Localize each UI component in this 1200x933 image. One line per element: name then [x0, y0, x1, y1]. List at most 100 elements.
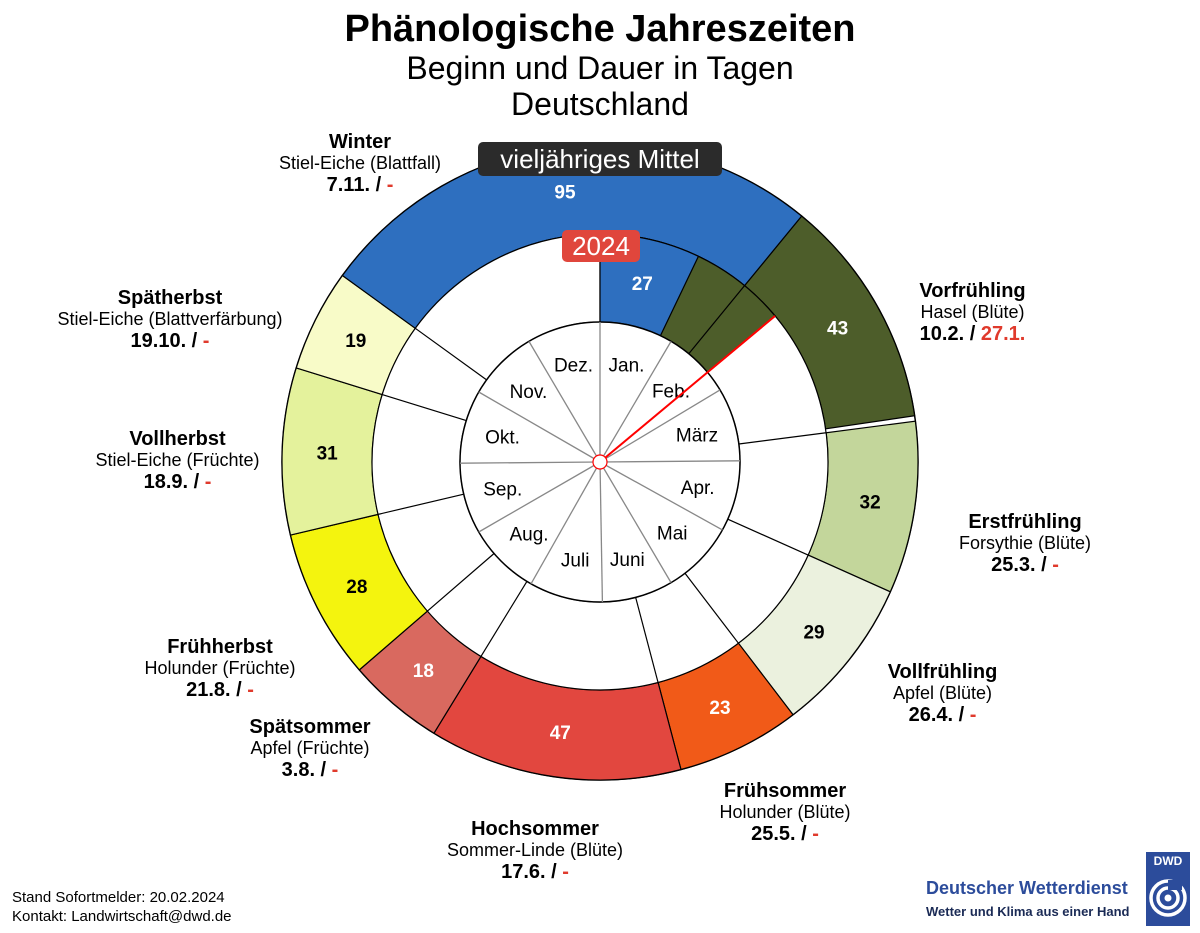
month-label: Jan. [609, 356, 645, 377]
month-label: Sep. [483, 480, 522, 501]
season-name: Erstfrühling [968, 511, 1082, 533]
month-label: Nov. [510, 382, 548, 403]
current-start: - [812, 823, 819, 845]
current-start: - [331, 759, 339, 781]
season-boundary-line [427, 553, 495, 612]
footer-stand: Stand Sofortmelder: 20.02.2024 [12, 889, 225, 906]
mean-start: 3.8. [281, 759, 315, 781]
label-spaetsommer: Spätsommer Apfel (Früchte) 3.8. / - [220, 716, 400, 782]
month-label: Aug. [509, 525, 548, 546]
season-dates: 7.11. / - [326, 174, 394, 196]
season-name: Winter [328, 131, 392, 153]
mean-duration-label: 29 [803, 622, 824, 643]
season-boundary-line [382, 393, 467, 422]
logo-name: Deutscher Wetterdienst [926, 878, 1128, 898]
month-divider [599, 461, 723, 531]
current-start: - [386, 174, 394, 196]
year-ring-badge: 2024 [562, 230, 640, 262]
season-name: Frühherbst [167, 636, 273, 658]
season-boundary-line [738, 432, 827, 445]
mean-start: 7.11. [326, 174, 371, 196]
month-divider [599, 389, 721, 463]
season-plant: Holunder (Blüte) [719, 802, 851, 822]
mean-duration-label: 31 [317, 444, 339, 465]
season-plant: Stiel-Eiche (Blattverfärbung) [57, 309, 283, 329]
mean-duration-label: 47 [550, 723, 571, 744]
month-divider [599, 461, 672, 583]
season-name: Hochsommer [471, 818, 599, 840]
current-start: - [562, 861, 569, 883]
season-dates: 10.2. / 27.1. [919, 323, 1026, 345]
season-dates: 25.3. / - [991, 554, 1059, 576]
mean-duration-label: 19 [345, 331, 366, 352]
season-dates: 3.8. / - [281, 759, 339, 781]
label-hochsommer: Hochsommer Sommer-Linde (Blüte) 17.6. / … [420, 818, 650, 884]
footer: Stand Sofortmelder: 20.02.2024 Kontakt: … [12, 888, 232, 926]
season-boundary-line [414, 327, 487, 381]
logo-abbr: DWD [1153, 854, 1183, 868]
season-plant: Forsythie (Blüte) [958, 533, 1092, 553]
mean-ring-badge: vieljähriges Mittel [478, 142, 722, 176]
season-dates: 25.5. / - [751, 823, 819, 845]
season-boundary-line [635, 597, 659, 683]
season-plant: Apfel (Blüte) [892, 683, 993, 703]
season-plant: Holunder (Früchte) [144, 658, 296, 678]
current-start: - [247, 679, 254, 701]
season-name: Vollfrühling [887, 661, 998, 683]
chart-region: Deutschland [511, 86, 689, 122]
season-boundary-line [727, 518, 809, 556]
season-name: Spätherbst [117, 287, 223, 309]
mean-start: 21.8. [186, 679, 231, 701]
mean-duration-label: 32 [860, 493, 881, 514]
label-vorfruehling: Vorfrühling Hasel (Blüte) 10.2. / 27.1. [880, 280, 1065, 346]
label-fruehsommer: Frühsommer Holunder (Blüte) 25.5. / - [685, 780, 885, 846]
mean-duration-label: 23 [709, 698, 730, 719]
season-name: Vollherbst [129, 428, 226, 450]
month-divider [478, 461, 601, 533]
month-divider [459, 461, 601, 464]
mean-duration-label: 43 [827, 319, 848, 340]
month-divider [599, 341, 672, 463]
current-start: 27.1. [980, 323, 1026, 345]
current-start: - [969, 704, 977, 726]
current-start: - [1052, 554, 1059, 576]
season-boundary-line [684, 572, 739, 644]
label-fruehherbst: Frühherbst Holunder (Früchte) 21.8. / - [115, 636, 325, 702]
season-dates: 21.8. / - [186, 679, 254, 701]
month-divider [528, 341, 601, 463]
month-label: Feb. [652, 381, 690, 402]
season-boundary-line [688, 285, 746, 355]
month-label: Mai [657, 523, 688, 544]
season-name: Vorfrühling [919, 280, 1026, 302]
season-name: Frühsommer [723, 780, 847, 802]
label-vollherbst: Vollherbst Stiel-Eiche (Früchte) 18.9. /… [70, 428, 285, 494]
current-start: - [202, 330, 210, 352]
mean-duration-label: 95 [554, 182, 576, 203]
mean-duration-label: 28 [346, 577, 367, 598]
season-plant: Stiel-Eiche (Früchte) [95, 450, 260, 470]
swirl-icon [1149, 879, 1187, 917]
current-start: - [204, 471, 212, 493]
mean-start: 10.2. [919, 323, 965, 345]
month-label: Juni [610, 550, 645, 571]
label-winter: Winter Stiel-Eiche (Blattfall) 7.11. / - [255, 131, 465, 197]
logo-mark: DWD [1146, 852, 1190, 926]
footer-contact: Kontakt: Landwirtschaft@dwd.de [12, 908, 232, 925]
season-plant: Hasel (Blüte) [920, 302, 1025, 322]
month-label: Apr. [681, 478, 715, 499]
mean-duration-label: 18 [413, 661, 434, 682]
month-label: Juli [561, 551, 590, 572]
mean-start: 25.3. [991, 554, 1036, 576]
chart-subtitle: Beginn und Dauer in Tagen [406, 50, 794, 86]
mean-start: 19.10. [130, 330, 187, 352]
season-plant: Sommer-Linde (Blüte) [446, 840, 624, 860]
month-divider [530, 461, 601, 585]
season-boundary-line [480, 581, 528, 657]
dwd-logo: Deutscher Wetterdienst Wetter und Klima … [920, 852, 1192, 926]
mean-start: 18.9. [143, 471, 189, 493]
label-spaetherbst: Spätherbst Stiel-Eiche (Blattverfärbung)… [30, 287, 310, 353]
month-divider [599, 460, 741, 463]
chart-title: Phänologische Jahreszeiten [344, 8, 856, 50]
season-name: Spätsommer [249, 716, 371, 738]
season-plant: Apfel (Früchte) [250, 738, 370, 758]
